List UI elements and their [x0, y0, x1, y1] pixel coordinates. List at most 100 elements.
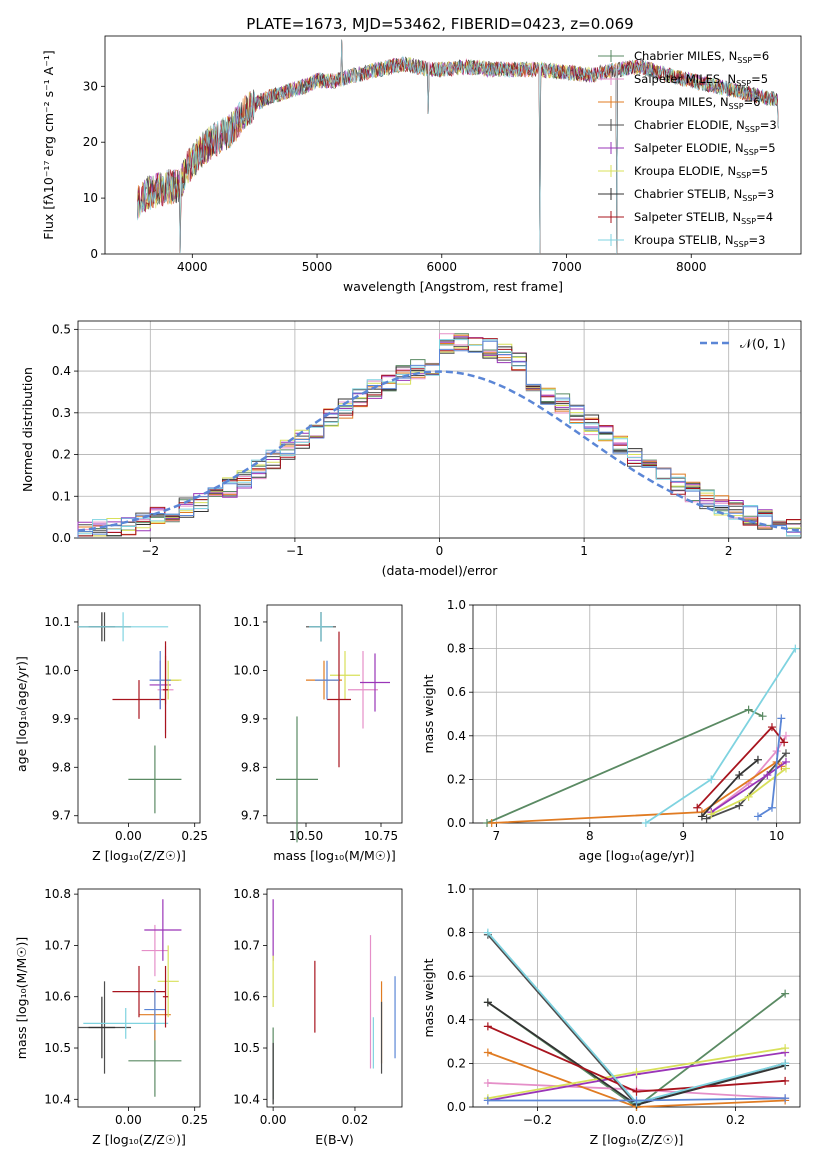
residuals-xtick-label-0: −2 [141, 544, 159, 558]
z-mass-xlabel: Z [log₁₀(Z/Z☉)] [92, 1132, 186, 1147]
age-weight-series-6 [701, 759, 759, 818]
age-weight-marker-5-1 [744, 792, 753, 801]
z-weight-marker-8-2 [781, 1059, 790, 1068]
age-weight-frame [472, 604, 801, 824]
residuals-xtick-label-2: 0 [436, 544, 444, 558]
figure-title: PLATE=1673, MJD=53462, FIBERID=0423, z=0… [246, 15, 633, 33]
residuals-ytick-label-1: 0.1 [52, 489, 71, 503]
residuals-ylabel: Normed distribution [20, 367, 35, 492]
spectrum-series-7 [137, 39, 779, 255]
spectrum-legend-label-1: Salpeter MILES, NSSP=5 [634, 72, 768, 88]
age-weight-marker-5-2 [781, 764, 790, 773]
residuals-ytick-label-3: 0.3 [52, 406, 71, 420]
residuals-xlabel: (data-model)/error [382, 563, 499, 578]
z-weight-ytick-label-2: 0.4 [447, 1013, 466, 1027]
age-weight-marker-7-0 [693, 803, 702, 812]
ebv-mass-xlabel: E(B-V) [315, 1132, 354, 1147]
age-weight-xtick-label-3: 10 [769, 829, 784, 843]
age-weight-xtick-label-2: 9 [679, 829, 687, 843]
age-weight-xtick-label-0: 7 [493, 829, 501, 843]
z-age-xtick-label-1: 0.25 [181, 829, 208, 843]
z-weight-xtick-label-2: 0.2 [726, 1113, 745, 1127]
spectrum-xtick-label-2: 6000 [427, 260, 458, 274]
age-weight-series-2 [491, 760, 782, 824]
z-weight-marker-2-0 [483, 1048, 492, 1057]
age-weight-marker-6-2 [753, 755, 762, 764]
age-weight-marker-9-1 [767, 803, 776, 812]
ebv-mass-ytick-label-3: 10.7 [233, 938, 260, 952]
ebv-mass-ytick-label-1: 10.5 [233, 1041, 260, 1055]
spectrum-xlabel: wavelength [Angstrom, rest frame] [343, 279, 563, 294]
spectrum-ytick-label-1: 10 [83, 191, 98, 205]
z-mass-frame [77, 888, 201, 1108]
ebv-mass-ytick-label-4: 10.8 [233, 887, 260, 901]
z-age-ytick-label-4: 10.1 [44, 615, 71, 629]
mass-age-ytick-label-0: 9.7 [241, 809, 260, 823]
z-age-xtick-label-0: 0.00 [115, 829, 142, 843]
age-weight-ytick-label-2: 0.4 [447, 729, 466, 743]
z-weight-marker-6-0 [483, 998, 492, 1007]
age-weight-marker-2-0 [487, 819, 496, 827]
z-weight-marker-8-0 [483, 928, 492, 937]
age-weight-marker-1-2 [772, 747, 781, 756]
z-weight-marker-5-2 [781, 1044, 790, 1053]
z-age-ytick-label-3: 10.0 [44, 663, 71, 677]
z-age-ytick-label-0: 9.7 [52, 809, 71, 823]
z-age-ytick-label-1: 9.8 [52, 760, 71, 774]
residuals-legend-label: 𝒩(0, 1) [740, 336, 786, 351]
z-weight-marker-5-1 [632, 1068, 641, 1077]
residuals-ytick-label-2: 0.2 [52, 448, 71, 462]
z-weight-marker-9-0 [483, 1096, 492, 1105]
residuals-ytick-label-5: 0.5 [52, 322, 71, 336]
age-weight-marker-1-3 [781, 731, 790, 740]
age-weight-marker-4-1 [763, 771, 772, 780]
age-weight-marker-5-0 [707, 810, 716, 819]
residuals-ytick-label-0: 0.0 [52, 531, 71, 545]
spectrum-ytick-label-2: 20 [83, 135, 98, 149]
age-weight-ytick-label-3: 0.6 [447, 685, 466, 699]
mass-age-frame [266, 604, 403, 824]
z-mass-ytick-label-4: 10.8 [44, 887, 71, 901]
spectrum-xtick-label-0: 4000 [177, 260, 208, 274]
age-weight-ytick-label-1: 0.2 [447, 772, 466, 786]
ebv-mass-xtick-label-0: 0.00 [260, 1113, 287, 1127]
age-weight-xlabel: age [log₁₀(age/yr)] [579, 848, 695, 863]
z-mass-xtick-label-1: 0.25 [181, 1113, 208, 1127]
spectrum-xtick-label-3: 7000 [551, 260, 582, 274]
ebv-mass-xtick-label-1: 0.02 [342, 1113, 369, 1127]
residuals-xtick-label-1: −1 [286, 544, 304, 558]
spectrum-legend-label-5: Kroupa ELODIE, NSSP=5 [634, 164, 768, 180]
residuals-hist-9 [77, 340, 801, 538]
z-weight-ytick-label-0: 0.0 [447, 1100, 466, 1114]
spectrum-legend-label-3: Chabrier ELODIE, NSSP=3 [634, 118, 777, 134]
z-mass-ytick-label-2: 10.6 [44, 990, 71, 1004]
age-weight-series-7 [696, 725, 785, 809]
z-weight-marker-1-0 [483, 1079, 492, 1088]
ebv-mass-ytick-label-0: 10.4 [233, 1092, 260, 1106]
age-weight-marker-3-2 [781, 749, 790, 758]
z-weight-marker-9-2 [781, 1094, 790, 1103]
z-mass-ytick-label-1: 10.5 [44, 1041, 71, 1055]
age-weight-marker-8-1 [707, 775, 716, 784]
z-weight-xtick-label-0: −0.2 [523, 1113, 552, 1127]
age-weight-xtick-label-1: 8 [586, 829, 594, 843]
mass-age-xtick-label-1: 10.75 [364, 829, 398, 843]
spectrum-ytick-label-0: 0 [90, 247, 98, 261]
spectrum-legend-label-7: Salpeter STELIB, NSSP=4 [634, 210, 773, 226]
spectrum-legend-label-0: Chabrier MILES, NSSP=6 [634, 49, 769, 65]
age-weight-marker-0-1 [744, 705, 753, 714]
age-weight-series-1 [710, 735, 787, 813]
z-weight-ytick-label-1: 0.2 [447, 1056, 466, 1070]
z-weight-marker-0-2 [781, 989, 790, 998]
age-weight-marker-3-1 [735, 801, 744, 810]
ebv-mass-ytick-label-2: 10.6 [233, 990, 260, 1004]
residuals-normal-curve [77, 370, 802, 532]
z-weight-marker-7-1 [632, 1087, 641, 1096]
age-weight-ylabel: mass weight [421, 674, 436, 753]
mass-age-ytick-label-1: 9.8 [241, 760, 260, 774]
z-age-ytick-label-2: 9.9 [52, 712, 71, 726]
z-weight-marker-9-1 [632, 1096, 641, 1105]
residuals-ytick-label-4: 0.4 [52, 364, 71, 378]
residuals-xtick-label-3: 1 [580, 544, 588, 558]
